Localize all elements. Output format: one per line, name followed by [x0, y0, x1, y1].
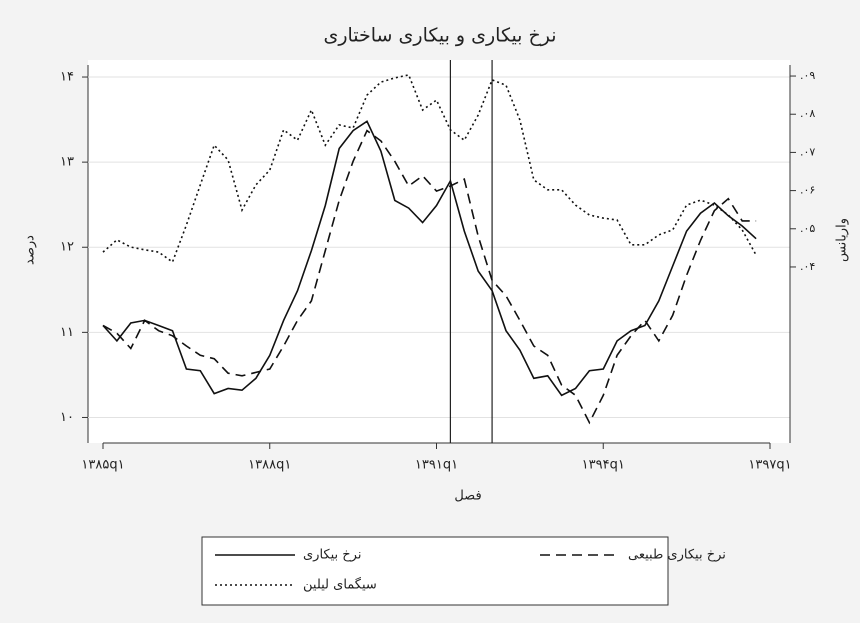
- legend-label: سیگمای لیلین: [303, 577, 377, 593]
- x-tick-label: ۱۳۹۷q۱: [748, 458, 791, 473]
- y-tick-label: ۱۳: [60, 155, 74, 170]
- chart-title: نرخ بیکاری و بیکاری ساختاری: [323, 25, 556, 47]
- y2-axis-label: واریانس: [835, 218, 850, 262]
- x-tick-label: ۱۳۸۸q۱: [248, 458, 291, 473]
- x-tick-label: ۱۳۹۴q۱: [582, 458, 625, 473]
- x-tick-label: ۱۳۸۵q۱: [81, 458, 124, 473]
- y-tick-label: ۱۲: [60, 240, 74, 255]
- y-tick-label: ۱۴: [60, 70, 74, 85]
- series-line: [102, 73, 757, 264]
- y-tick-label: ۱۰: [60, 410, 74, 425]
- plot-area: [88, 60, 790, 443]
- y2-tick-label: .۰۷: [800, 145, 815, 158]
- y-axis-label: درصد: [23, 235, 38, 265]
- series-line: [102, 129, 757, 425]
- x-tick-label: ۱۳۹۱q۱: [415, 458, 458, 473]
- y2-tick-label: .۰۴: [800, 260, 815, 273]
- legend-box: [201, 536, 669, 606]
- x-axis-label: فصل: [454, 489, 481, 504]
- y-tick-label: ۱۱: [60, 325, 74, 340]
- series-line: [102, 120, 757, 397]
- y2-tick-label: .۰۶: [800, 184, 815, 197]
- y2-tick-label: .۰۵: [800, 222, 815, 235]
- legend-label: نرخ بیکاری: [303, 548, 361, 563]
- y2-tick-label: .۰۹: [800, 69, 815, 82]
- y2-tick-label: .۰۸: [800, 107, 815, 120]
- legend-label: نرخ بیکاری طبیعی: [628, 548, 726, 563]
